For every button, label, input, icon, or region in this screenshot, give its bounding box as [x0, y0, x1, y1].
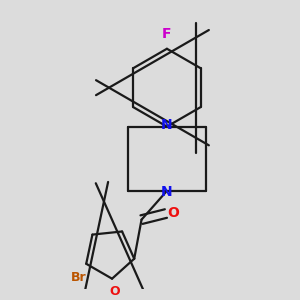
Text: O: O	[110, 285, 120, 298]
Text: Br: Br	[71, 271, 87, 284]
Text: N: N	[161, 118, 173, 132]
Text: N: N	[161, 185, 173, 199]
Text: F: F	[162, 27, 172, 41]
Text: O: O	[167, 206, 179, 220]
